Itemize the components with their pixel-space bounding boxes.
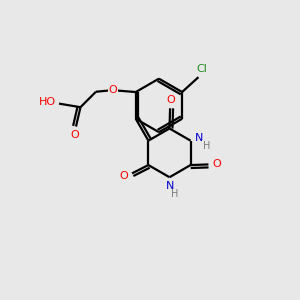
Text: H: H bbox=[203, 141, 211, 151]
Text: O: O bbox=[70, 130, 79, 140]
Text: O: O bbox=[212, 159, 221, 169]
Text: HO: HO bbox=[39, 97, 56, 107]
Text: N: N bbox=[166, 181, 174, 190]
Text: Cl: Cl bbox=[196, 64, 207, 74]
Text: O: O bbox=[166, 95, 175, 105]
Text: O: O bbox=[119, 171, 128, 181]
Text: N: N bbox=[195, 133, 203, 143]
Text: O: O bbox=[109, 85, 117, 95]
Text: H: H bbox=[171, 190, 178, 200]
